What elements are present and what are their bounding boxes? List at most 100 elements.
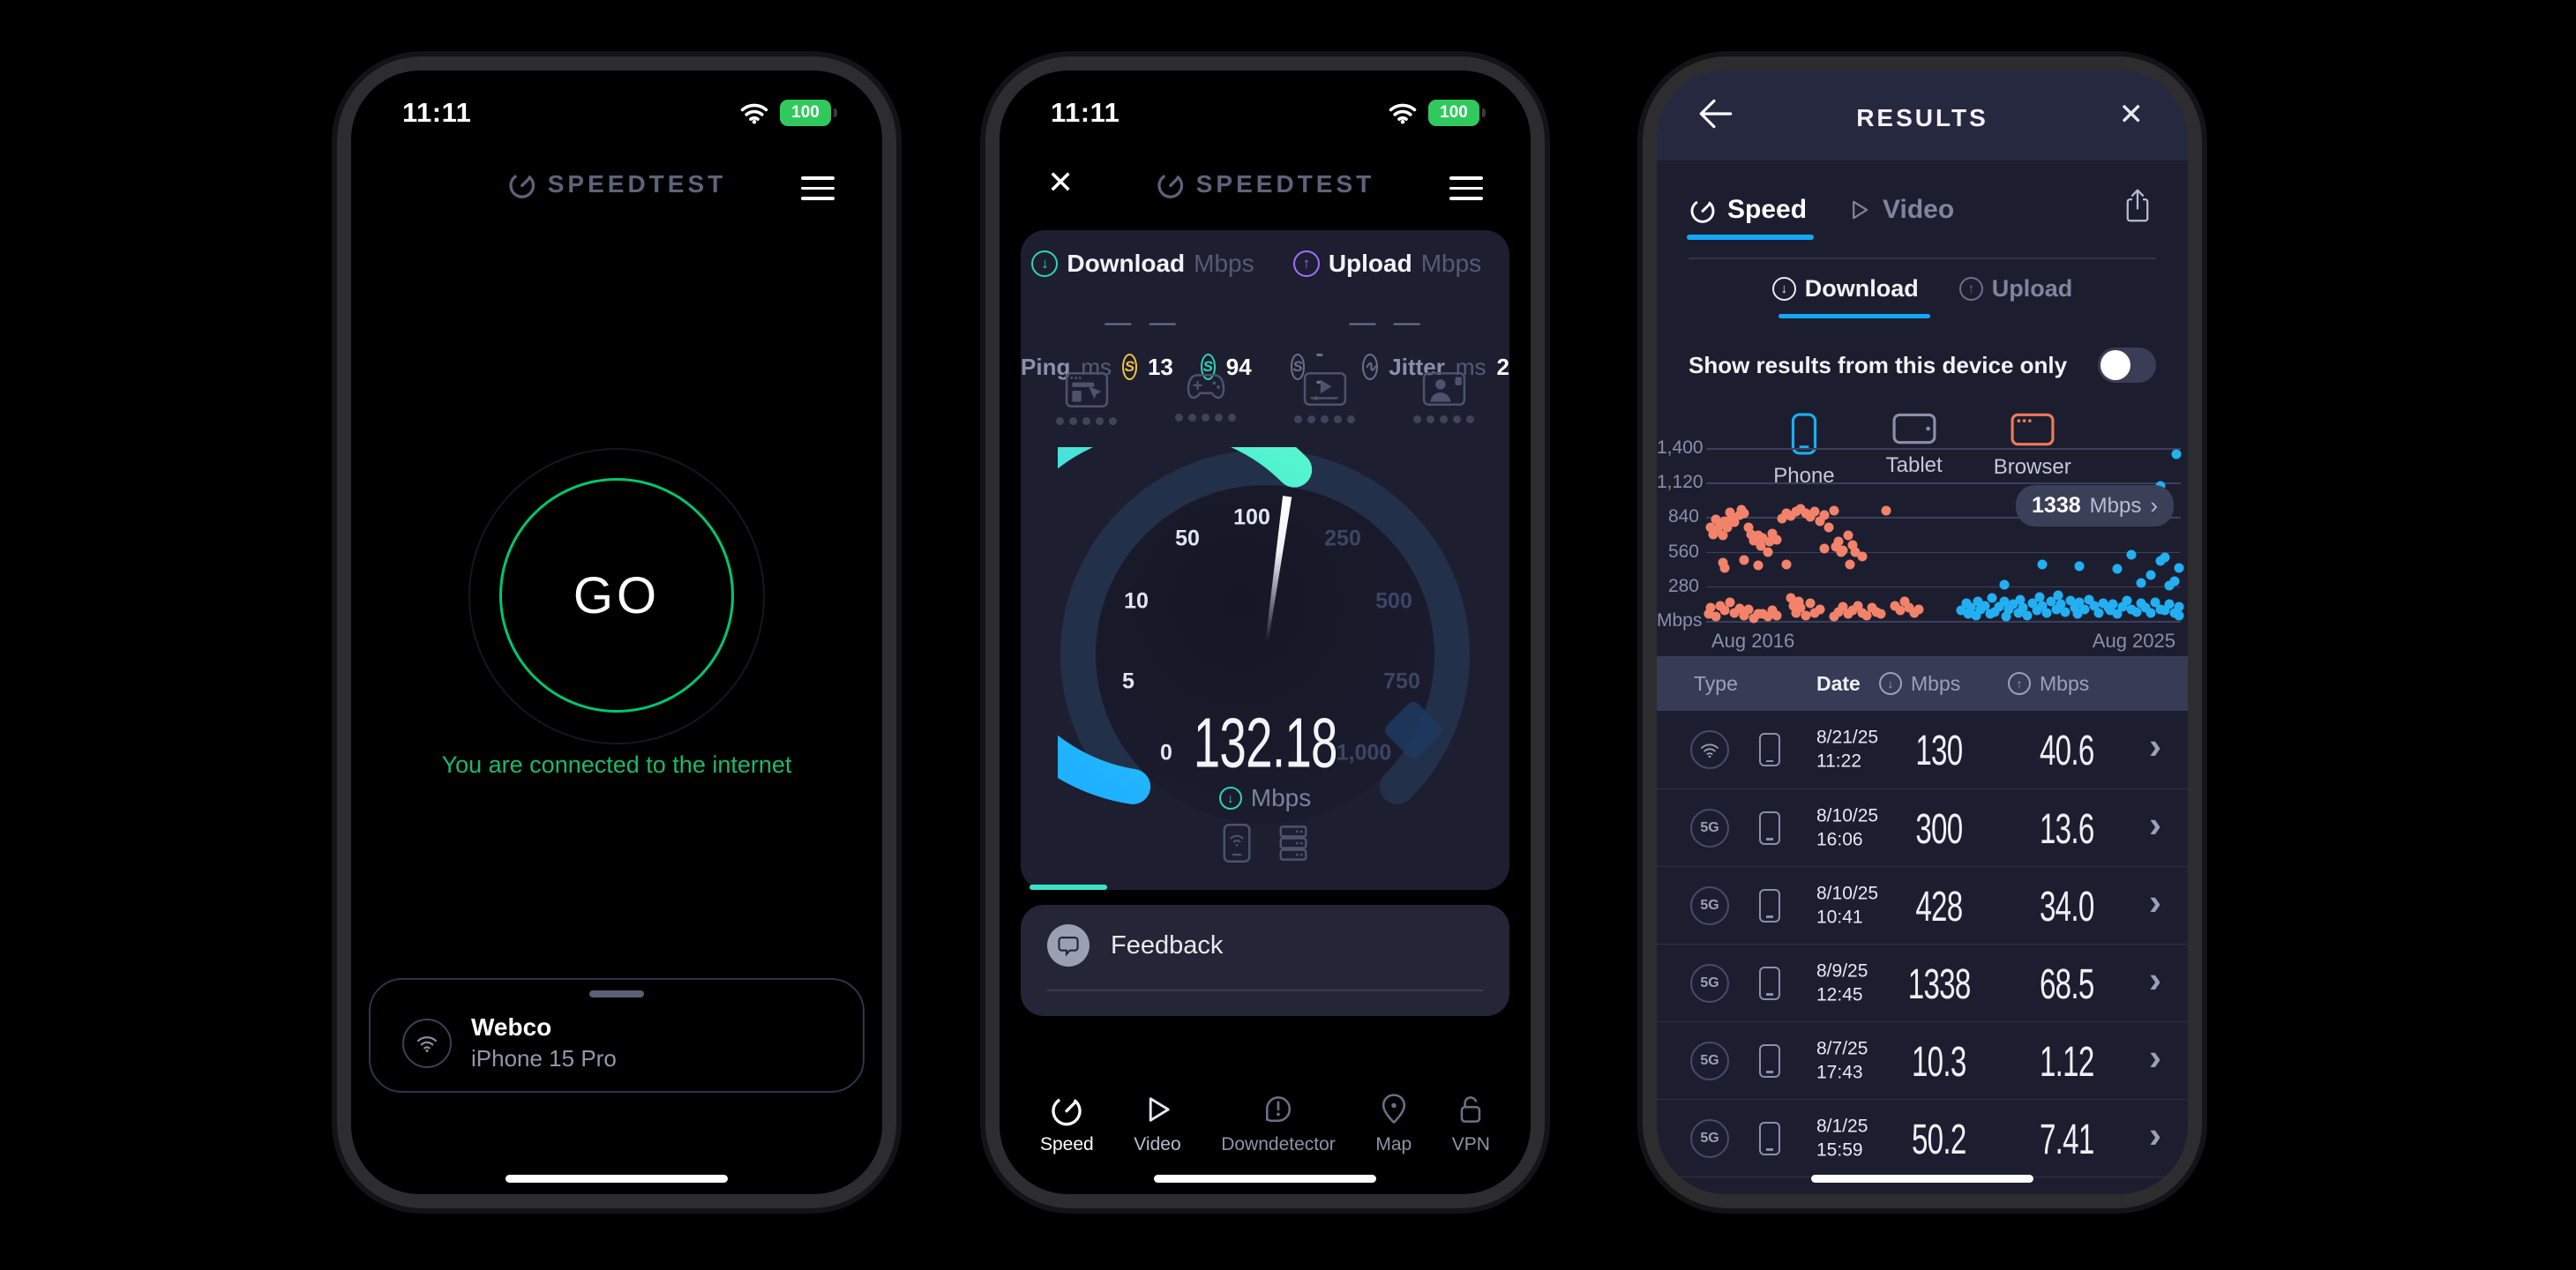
video-call-activity[interactable] xyxy=(1413,371,1474,425)
scatter-dot-recent-results[interactable] xyxy=(2065,595,2076,606)
scatter-dot-recent-results[interactable] xyxy=(2112,609,2123,619)
table-row[interactable]: 5G 8/1/25 15:59 50.2 7.41 › xyxy=(1657,1099,2188,1177)
scatter-dot-recent-results[interactable] xyxy=(2046,596,2056,607)
scatter-dot-older-results[interactable] xyxy=(1725,597,1735,608)
scatter-dot-older-results[interactable] xyxy=(1881,505,1891,516)
scatter-dot-recent-results[interactable] xyxy=(2072,609,2083,619)
scatter-dot-older-results[interactable] xyxy=(1771,534,1782,545)
scatter-dot-older-results[interactable] xyxy=(1819,543,1830,554)
scatter-dot-older-results[interactable] xyxy=(1711,611,1721,622)
close-icon[interactable]: ✕ xyxy=(2118,98,2145,131)
connection-card[interactable]: Webco iPhone 15 Pro xyxy=(369,978,865,1093)
scatter-dot-recent-results[interactable] xyxy=(2112,564,2123,573)
scatter-dot-older-results[interactable] xyxy=(1722,522,1733,533)
scatter-dot-recent-results[interactable] xyxy=(2131,607,2142,616)
scatter-dot-older-results[interactable] xyxy=(1763,611,1773,622)
scatter-dot-recent-results[interactable] xyxy=(2053,590,2063,601)
scatter-dot-recent-results[interactable] xyxy=(1999,596,2010,607)
scatter-dot-older-results[interactable] xyxy=(1876,609,1886,619)
scatter-dot-recent-results[interactable] xyxy=(2037,559,2048,570)
scatter-dot-older-results[interactable] xyxy=(1705,602,1716,613)
back-arrow-icon[interactable] xyxy=(1696,95,1736,132)
home-indicator[interactable] xyxy=(1154,1175,1376,1183)
scatter-dot-older-results[interactable] xyxy=(1719,605,1730,616)
filter-tablet[interactable]: Tablet xyxy=(1886,413,1943,489)
feedback-card[interactable]: Feedback xyxy=(1021,905,1509,1016)
nav-vpn[interactable]: VPN xyxy=(1452,1085,1490,1182)
scatter-dot-recent-results[interactable] xyxy=(1980,601,1990,610)
scatter-dot-older-results[interactable] xyxy=(1771,610,1782,621)
scatter-dot-recent-results[interactable] xyxy=(2174,610,2184,621)
scatter-dot-older-results[interactable] xyxy=(1913,604,1924,615)
scatter-dot-older-results[interactable] xyxy=(1753,560,1764,571)
scatter-dot-recent-results[interactable] xyxy=(2089,601,2100,610)
scatter-dot-older-results[interactable] xyxy=(1743,604,1754,615)
scatter-dot-older-results[interactable] xyxy=(1729,517,1740,527)
scatter-dot-recent-results[interactable] xyxy=(1971,610,1981,621)
chevron-right-icon[interactable]: › xyxy=(2149,1192,2161,1194)
scatter-dot-recent-results[interactable] xyxy=(2093,608,2104,618)
home-indicator[interactable] xyxy=(505,1175,728,1183)
scatter-dot-older-results[interactable] xyxy=(1719,563,1730,573)
filter-browser[interactable]: Browser xyxy=(1994,413,2071,489)
scatter-dot-older-results[interactable] xyxy=(1718,530,1728,541)
scatter-dot-recent-results[interactable] xyxy=(2060,607,2071,616)
table-row[interactable]: 5G 8/10/25 16:06 300 13.6 › xyxy=(1657,788,2188,866)
scatter-dot-older-results[interactable] xyxy=(1861,610,1872,621)
scatter-dot-recent-results[interactable] xyxy=(2018,602,2028,613)
scatter-dot-recent-results[interactable] xyxy=(2136,578,2146,588)
scatter-dot-older-results[interactable] xyxy=(1845,559,1855,570)
scatter-dot-recent-results[interactable] xyxy=(2037,601,2048,610)
scatter-dot-older-results[interactable] xyxy=(1838,601,1848,612)
scatter-dot-older-results[interactable] xyxy=(1739,508,1749,519)
scatter-dot-older-results[interactable] xyxy=(1815,604,1825,615)
scatter-dot-recent-results[interactable] xyxy=(2122,595,2132,606)
scatter-dot-recent-results[interactable] xyxy=(1966,602,1976,613)
scatter-dot-recent-results[interactable] xyxy=(2117,601,2128,612)
scatter-dot-older-results[interactable] xyxy=(1829,505,1839,516)
scatter-dot-recent-results[interactable] xyxy=(2171,449,2182,459)
scatter-dot-recent-results[interactable] xyxy=(2169,576,2180,586)
scatter-dot-recent-results[interactable] xyxy=(2174,601,2184,612)
tab-speed[interactable]: Speed xyxy=(1689,195,1807,225)
table-row[interactable]: 5G 8/10/25 10:41 428 34.0 › xyxy=(1657,866,2188,944)
scatter-dot-recent-results[interactable] xyxy=(2145,608,2156,618)
scatter-dot-recent-results[interactable] xyxy=(2015,594,2026,604)
nav-speed[interactable]: Speed xyxy=(1040,1085,1094,1182)
device-only-toggle[interactable] xyxy=(2098,347,2156,383)
chevron-right-icon[interactable]: › xyxy=(2149,1113,2161,1155)
scatter-dot-recent-results[interactable] xyxy=(2074,561,2085,572)
scatter-dot-recent-results[interactable] xyxy=(2108,599,2118,609)
scatter-dot-recent-results[interactable] xyxy=(2160,605,2170,616)
gaming-activity[interactable] xyxy=(1175,371,1236,425)
scatter-dot-recent-results[interactable] xyxy=(2041,608,2052,618)
table-row[interactable]: 5G 8/7/25 17:43 10.3 1.12 › xyxy=(1657,1021,2188,1099)
close-icon[interactable]: ✕ xyxy=(1047,164,1075,200)
scatter-dot-recent-results[interactable] xyxy=(2145,570,2156,579)
scatter-dot-older-results[interactable] xyxy=(1795,602,1806,613)
scatter-dot-older-results[interactable] xyxy=(1819,510,1830,520)
chevron-right-icon[interactable]: › xyxy=(2149,958,2161,1000)
scatter-dot-recent-results[interactable] xyxy=(2164,599,2175,609)
nav-map[interactable]: Map xyxy=(1375,1085,1412,1182)
streaming-activity[interactable] xyxy=(1294,371,1355,425)
go-button[interactable]: GO xyxy=(499,478,734,713)
scatter-dot-older-results[interactable] xyxy=(1739,555,1749,565)
scatter-dot-recent-results[interactable] xyxy=(2079,604,2090,615)
scatter-dot-recent-results[interactable] xyxy=(2174,563,2184,573)
segment-upload[interactable]: ↑ Upload xyxy=(1958,275,2072,303)
scatter-dot-older-results[interactable] xyxy=(1739,610,1749,621)
scatter-dot-older-results[interactable] xyxy=(1853,601,1863,610)
nav-downdetector[interactable]: Downdetector xyxy=(1221,1085,1336,1182)
chevron-right-icon[interactable]: › xyxy=(2149,1035,2161,1078)
scatter-dot-older-results[interactable] xyxy=(1809,506,1820,517)
scatter-dot-older-results[interactable] xyxy=(1836,547,1846,557)
nav-video[interactable]: Video xyxy=(1134,1085,1181,1182)
drag-handle[interactable] xyxy=(589,990,644,997)
scatter-dot-recent-results[interactable] xyxy=(2056,599,2066,609)
highlighted-result-badge[interactable]: 1338 Mbps › xyxy=(2016,485,2174,527)
scatter-dot-older-results[interactable] xyxy=(1763,547,1773,557)
tab-video[interactable]: Video xyxy=(1846,195,1954,225)
scatter-dot-recent-results[interactable] xyxy=(1987,593,1997,603)
scatter-dot-older-results[interactable] xyxy=(1823,522,1834,533)
